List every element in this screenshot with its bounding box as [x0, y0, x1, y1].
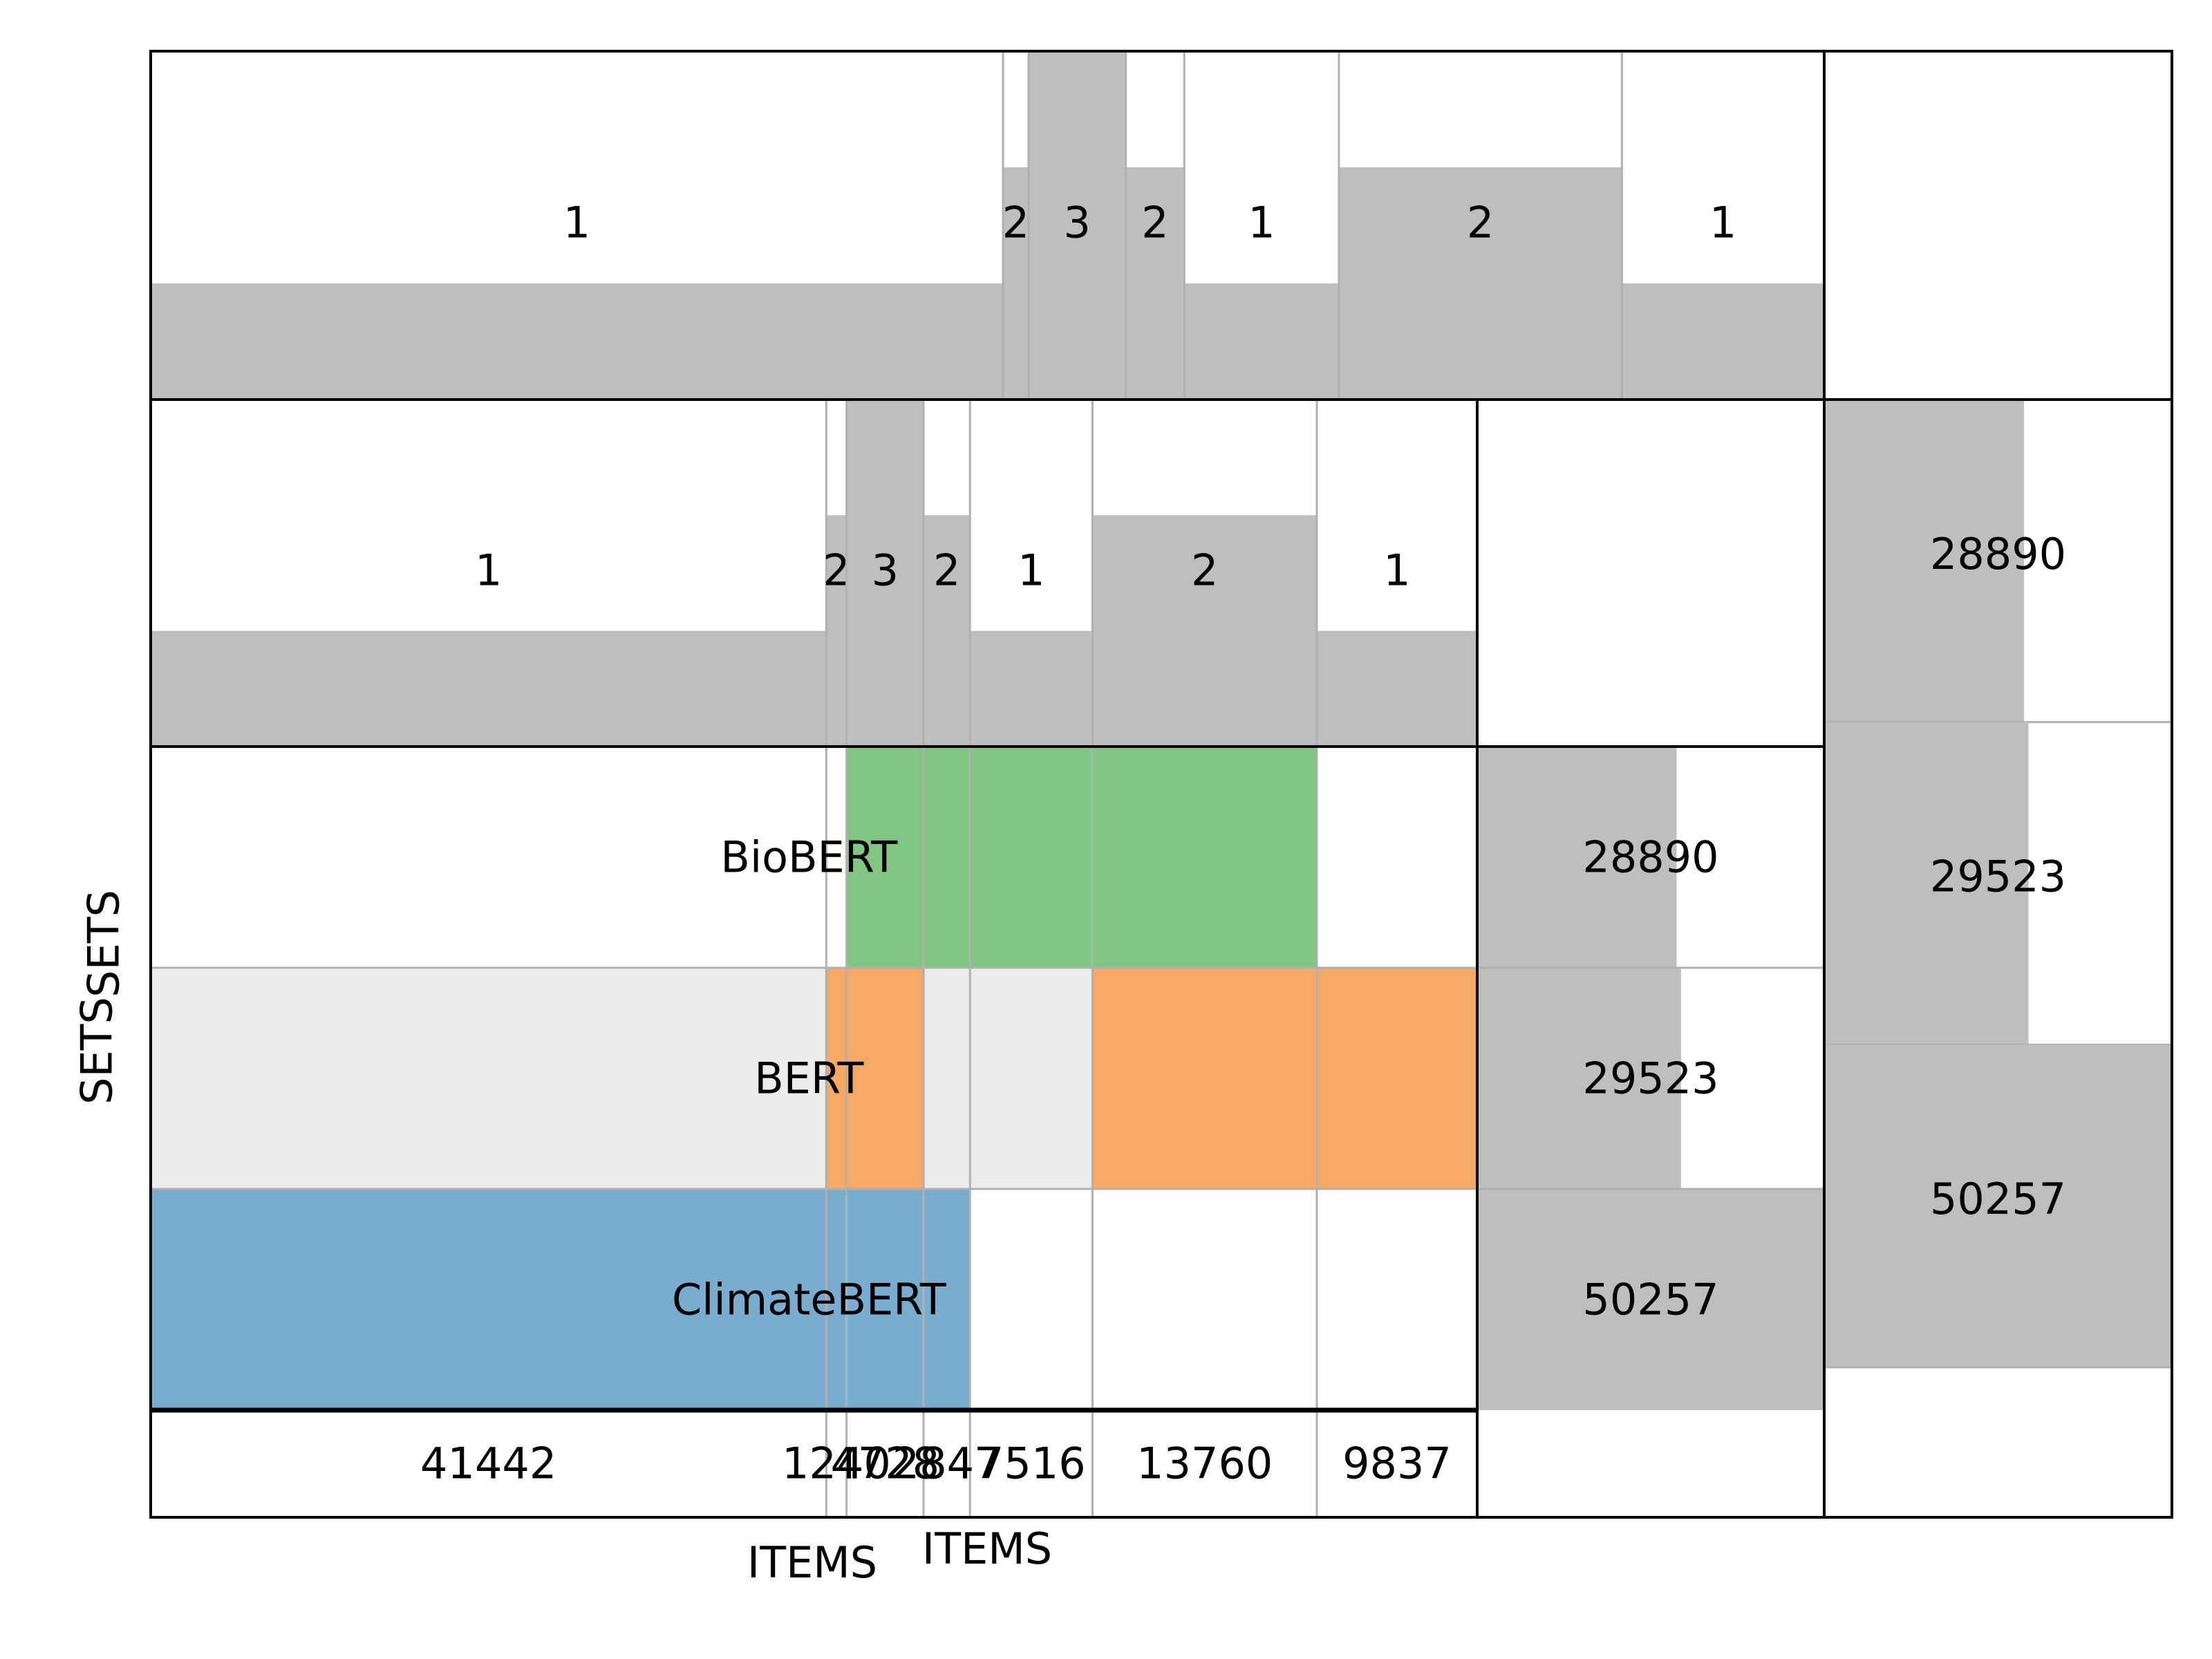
right-set-size-bar: [1824, 722, 2029, 1045]
intersection-degree-bar: [1092, 515, 1318, 747]
top-degree-label: 3: [1064, 198, 1091, 248]
top-degree-label: 1: [1709, 198, 1736, 248]
y-axis-label-inner: SETS: [79, 890, 129, 997]
membership-cell: [924, 1189, 971, 1410]
set-size-bar: [1477, 1189, 1824, 1410]
top-degree-label: 1: [1248, 198, 1275, 248]
membership-cell: [1317, 968, 1477, 1189]
intersection-degree-label: 2: [1191, 545, 1218, 596]
top-degree-label: 1: [563, 198, 590, 248]
intersection-degree-label: 1: [1018, 545, 1044, 596]
item-size-label: 2847: [892, 1438, 1002, 1489]
intersection-degree-bar: [826, 515, 847, 747]
set-name-label: BERT: [754, 1053, 864, 1104]
y-axis-label-outer: SETS: [72, 997, 122, 1105]
membership-cell: [1092, 747, 1318, 968]
set-name-label: BioBERT: [720, 832, 898, 883]
intersection-degree-bar: [151, 630, 827, 747]
right-set-size-label: 28890: [1930, 529, 2066, 579]
right-set-size-label: 50257: [1930, 1174, 2066, 1224]
intersection-degree-bar: [970, 630, 1093, 747]
top-degree-bar: [1028, 51, 1126, 400]
intersection-degree-label: 3: [872, 545, 899, 596]
top-degree-label: 2: [1467, 198, 1494, 248]
top-degree-bar: [1338, 167, 1622, 400]
item-size-label: 4728: [830, 1438, 939, 1489]
membership-cell: [846, 968, 924, 1189]
top-degree-bar: [1622, 283, 1824, 400]
set-size-bar: [1477, 968, 1681, 1189]
outer-frame: [149, 50, 2173, 1519]
right-set-size-panel: 28890 29523 50257: [1824, 400, 2172, 1369]
intersection-degree-label: 1: [1383, 545, 1410, 596]
membership-cell: [970, 747, 1093, 968]
right-set-size-bar: [1824, 1044, 2172, 1367]
intersection-degree-label: 1: [475, 545, 502, 596]
set-size-label: 29523: [1582, 1053, 1718, 1104]
set-size-bar: [1477, 747, 1677, 968]
intersection-degree-bar: [924, 515, 971, 747]
top-degree-bar: [151, 283, 1004, 400]
set-name-label: ClimateBERT: [672, 1275, 947, 1325]
right-set-size-bar: [1824, 400, 2025, 722]
membership-cell: [826, 968, 847, 1189]
x-axis-label-inner: ITEMS: [922, 1524, 1052, 1574]
item-size-label: 13760: [1136, 1438, 1273, 1489]
membership-cell: [846, 747, 924, 968]
top-degree-label: 2: [1002, 198, 1029, 248]
panel-frames: [149, 50, 2173, 1519]
intersection-degree-bar: [846, 400, 924, 747]
membership-cell: [1092, 968, 1318, 1189]
membership-cell: [846, 1189, 924, 1410]
item-size-label: 41442: [420, 1438, 556, 1489]
top-degree-label: 2: [1141, 198, 1168, 248]
top-degree-bar: [1184, 283, 1339, 400]
top-degree-bar: [1003, 167, 1029, 400]
set-size-label: 28890: [1582, 832, 1718, 883]
top-degree-bar: [1125, 167, 1185, 400]
item-size-label: 1240: [782, 1438, 891, 1489]
membership-cell: [924, 747, 971, 968]
intersection-degree-bar: [1317, 630, 1477, 747]
right-set-size-label: 29523: [1930, 852, 2066, 902]
membership-matrix: BioBERT BERT ClimateBERT: [151, 747, 1477, 1517]
membership-cell: [151, 1189, 827, 1410]
x-axis-label-outer: ITEMS: [747, 1537, 877, 1588]
set-size-panel: 28890 29523 50257: [1477, 747, 1824, 1410]
set-size-label: 50257: [1582, 1275, 1718, 1325]
intersection-degree-label: 2: [933, 545, 960, 596]
item-size-label: 9837: [1342, 1438, 1452, 1489]
membership-cell: [826, 1189, 847, 1410]
item-size-label: 7516: [977, 1438, 1086, 1489]
